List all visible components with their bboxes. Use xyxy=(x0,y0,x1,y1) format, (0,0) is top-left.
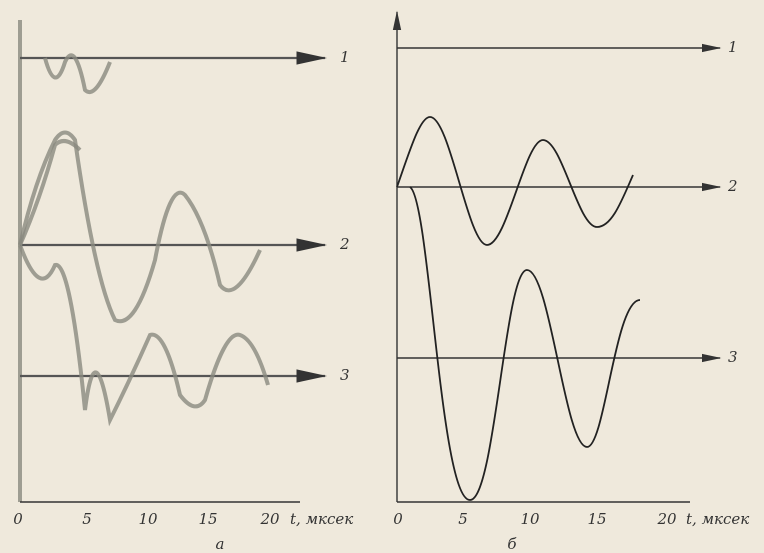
axis-label: t, мксек xyxy=(290,510,353,528)
panel-label: б xyxy=(507,535,517,553)
tick-label: 15 xyxy=(198,510,217,528)
tick-label: 5 xyxy=(82,510,92,528)
trace-label: 3 xyxy=(728,348,738,366)
trace-label: 3 xyxy=(340,366,350,384)
trace-label: 2 xyxy=(339,235,350,253)
tick-label: 0 xyxy=(393,510,403,528)
tick-label: 0 xyxy=(13,510,23,528)
tick-label: 20 xyxy=(259,510,280,528)
tick-label: 20 xyxy=(656,510,677,528)
trace-label: 1 xyxy=(728,38,738,56)
background xyxy=(0,0,764,553)
tick-label: 5 xyxy=(458,510,468,528)
tick-label: 15 xyxy=(587,510,606,528)
trace-label: 1 xyxy=(340,48,350,66)
tick-label: 10 xyxy=(138,510,158,528)
trace-label: 2 xyxy=(727,177,738,195)
axis-label: t, мксек xyxy=(686,510,749,528)
figure: 1 2 3 0 5 10 15 20 t, мксек а 1 2 3 0 5 … xyxy=(0,0,764,553)
panel-label: а xyxy=(216,535,225,553)
tick-label: 10 xyxy=(520,510,540,528)
